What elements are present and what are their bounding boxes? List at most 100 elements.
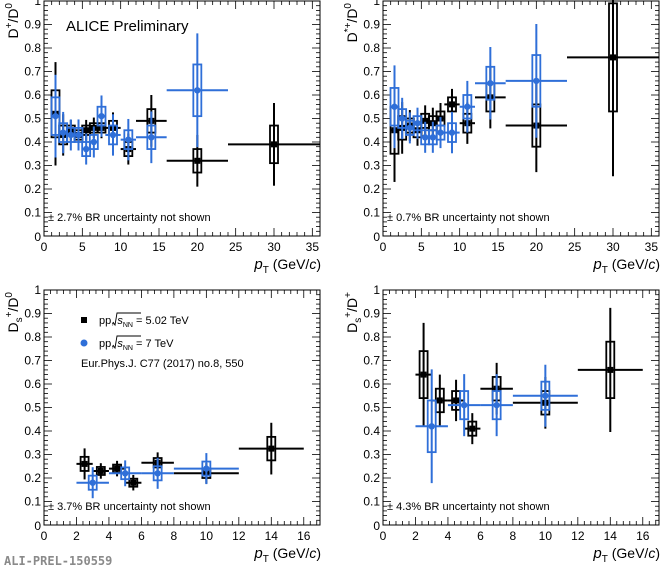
y-tick-label: 0	[373, 230, 380, 244]
syst-box	[467, 420, 478, 437]
y-tick-label: 0.7	[24, 354, 41, 368]
x-tick-label: 15	[491, 240, 505, 254]
data-point	[422, 117, 429, 124]
syst-box	[397, 108, 408, 129]
x-tick-label: 35	[645, 240, 659, 254]
y-tick-label: 0.4	[363, 424, 380, 438]
y-axis-label: D*+/D0	[343, 3, 360, 43]
y-tick-label: 0.9	[363, 307, 380, 321]
x-tick-label: 10	[539, 529, 553, 543]
syst-box	[447, 96, 457, 113]
data-series	[415, 364, 578, 484]
data-point	[89, 479, 96, 486]
y-tick-label: 0.8	[24, 330, 41, 344]
syst-box	[73, 127, 84, 143]
x-tick-label: 25	[229, 240, 243, 254]
y-tick-label: 0.6	[24, 88, 41, 102]
syst-box	[426, 399, 437, 454]
data-point	[148, 134, 155, 141]
y-tick-label: 0.8	[24, 41, 41, 55]
data-point	[98, 112, 105, 120]
syst-box	[146, 124, 157, 150]
data-point	[97, 467, 104, 474]
data-point	[464, 103, 471, 110]
syst-box	[485, 65, 496, 101]
data-point	[610, 54, 616, 61]
data-series	[415, 307, 643, 445]
x-tick-label: 5	[418, 240, 425, 254]
y-tick-label: 0.5	[24, 112, 41, 126]
x-tick-label: 20	[530, 240, 544, 254]
syst-box	[128, 477, 139, 488]
x-tick-label: 20	[191, 240, 205, 254]
data-series	[76, 453, 239, 499]
data-series	[389, 0, 659, 182]
y-tick-label: 0.3	[363, 448, 380, 462]
y-tick-label: 0.9	[24, 307, 41, 321]
plot-frame	[43, 0, 321, 237]
data-point	[493, 401, 500, 409]
data-point	[59, 129, 67, 136]
syst-box	[96, 105, 107, 127]
y-tick-label: 0.7	[363, 65, 380, 79]
data-point	[268, 445, 275, 452]
data-series	[50, 62, 320, 187]
y-tick-label: 0.6	[363, 377, 380, 391]
data-series	[50, 33, 228, 165]
syst-box	[418, 350, 429, 400]
syst-box	[608, 2, 618, 113]
syst-box	[152, 465, 163, 482]
data-point	[607, 366, 614, 373]
x-axis-label: pT (GeV/c)	[253, 256, 321, 276]
y-tick-label: 0.1	[363, 495, 380, 509]
syst-box	[87, 474, 98, 491]
br-note: ± 4.3% BR uncertainty not shown	[387, 501, 550, 513]
data-point	[429, 134, 437, 141]
syst-box	[108, 124, 118, 146]
x-tick-label: 16	[297, 529, 311, 543]
y-tick-label: 1	[34, 283, 41, 297]
x-tick-label: 12	[232, 529, 246, 543]
data-point	[203, 465, 210, 472]
data-point	[420, 371, 427, 378]
chart-title: ALICE Preliminary	[66, 18, 189, 35]
x-tick-label: 4	[106, 529, 113, 543]
data-point	[125, 136, 132, 143]
br-note: ± 0.7% BR uncertainty not shown	[387, 212, 550, 224]
x-tick-label: 30	[267, 240, 281, 254]
x-tick-label: 2	[412, 529, 419, 543]
x-tick-label: 8	[510, 529, 517, 543]
syst-box	[123, 129, 134, 150]
y-tick-label: 0.7	[24, 65, 41, 79]
y-tick-label: 0.5	[363, 112, 380, 126]
data-point	[428, 423, 435, 430]
data-point	[398, 115, 406, 122]
legend-marker	[80, 339, 88, 347]
y-tick-label: 0.9	[363, 18, 380, 32]
x-tick-label: 15	[152, 240, 166, 254]
y-tick-label: 0.1	[24, 495, 41, 509]
y-tick-label: 0.6	[363, 88, 380, 102]
syst-box	[192, 148, 203, 174]
data-point	[460, 401, 468, 409]
y-tick-label: 0.6	[24, 377, 41, 391]
y-tick-label: 0.3	[24, 159, 41, 173]
y-tick-label: 0	[373, 519, 380, 533]
syst-box	[389, 87, 400, 127]
syst-box	[79, 455, 90, 472]
data-point	[542, 392, 549, 399]
syst-box	[95, 466, 106, 476]
data-series	[76, 422, 304, 491]
data-point	[109, 131, 117, 139]
y-tick-label: 0.9	[24, 18, 41, 32]
y-tick-label: 1	[34, 0, 41, 8]
x-axis-label: pT (GeV/c)	[253, 545, 321, 565]
x-tick-label: 35	[306, 240, 320, 254]
syst-box	[459, 390, 470, 421]
x-tick-label: 16	[636, 529, 650, 543]
data-point	[453, 397, 460, 404]
